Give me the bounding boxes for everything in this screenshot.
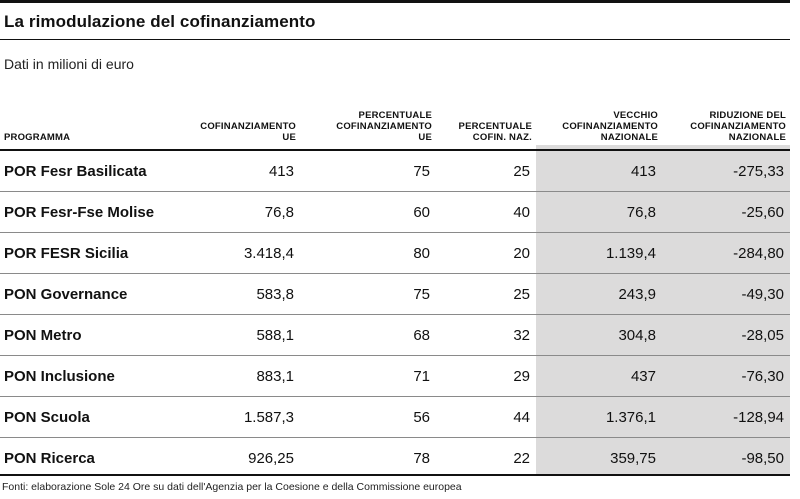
value-cell: 78 — [413, 449, 430, 467]
value-cell: 1.376,1 — [536, 396, 662, 438]
value-cell: 413 — [536, 150, 662, 192]
table-row: POR Fesr-Fse Molise 76,8 60 40 76,8 -25,60 — [0, 191, 790, 233]
header-line: COFINANZIAMENTO — [690, 121, 786, 132]
value-cell: 588,1 — [170, 314, 300, 356]
value-cell: 75 — [300, 273, 436, 315]
program-name-cell: PON Governance — [0, 273, 170, 315]
value-cell: -28,05 — [662, 314, 790, 356]
value-cell: 883,1 — [170, 355, 300, 397]
program-name-cell: POR Fesr Basilicata — [0, 150, 170, 192]
value-cell: 75 — [300, 150, 436, 192]
program-name-cell: PON Scuola — [0, 396, 170, 438]
header-line: UE — [282, 132, 296, 143]
bottom-rule — [0, 474, 790, 476]
header-line: COFINANZIAMENTO — [562, 121, 658, 132]
value-cell: 76,8 — [536, 191, 662, 233]
table-row: PON Ricerca 926,25 78 22 359,75 -98,50 — [0, 438, 790, 479]
value-cell: -128,94 — [662, 396, 790, 438]
table-row: PON Scuola 1.587,3 56 44 1.376,1 -128,94 — [0, 396, 790, 438]
page-title: La rimodulazione del cofinanziamento — [4, 12, 316, 31]
header-line: COFIN. NAZ. — [472, 132, 532, 143]
value-cell: -284,80 — [662, 232, 790, 274]
value-cell: 22 — [513, 449, 530, 467]
header-line: PROGRAMMA — [4, 132, 71, 143]
header-cofin-ue: COFINANZIAMENTO UE — [170, 92, 300, 151]
value-cell: 1.139,4 — [536, 232, 662, 274]
value-cell: 437 — [536, 355, 662, 397]
value-cell: 359,75 — [610, 449, 656, 467]
header-programma: PROGRAMMA — [0, 92, 170, 151]
value-cell: 76,8 — [170, 191, 300, 233]
table-row: PON Inclusione 883,1 71 29 437 -76,30 — [0, 355, 790, 397]
program-name-cell: POR FESR Sicilia — [0, 232, 170, 274]
value-cell: 25 — [436, 273, 536, 315]
header-line: PERCENTUALE — [358, 110, 432, 121]
value-cell: 926,25 — [248, 449, 294, 467]
program-name-cell: PON Metro — [0, 314, 170, 356]
value-cell: 25 — [436, 150, 536, 192]
header-line: VECCHIO — [613, 110, 658, 121]
table-row: PON Metro 588,1 68 32 304,8 -28,05 — [0, 314, 790, 356]
header-line: NAZIONALE — [600, 132, 658, 143]
value-cell: 304,8 — [536, 314, 662, 356]
header-perc-cofin-naz: PERCENTUALE COFIN. NAZ. — [436, 92, 536, 151]
value-cell: 32 — [436, 314, 536, 356]
value-cell: 56 — [300, 396, 436, 438]
value-cell: 71 — [300, 355, 436, 397]
program-name-cell: PON Inclusione — [0, 355, 170, 397]
table-header-row: PROGRAMMA COFINANZIAMENTO UE PERCENTUALE COF… — [0, 92, 790, 151]
header-perc-cofin-ue: PERCENTUALE COFINANZIAMENTO UE — [300, 92, 436, 151]
value-cell: -49,30 — [662, 273, 790, 315]
value-cell: -98,50 — [741, 449, 784, 467]
header-line: NAZIONALE — [728, 132, 786, 143]
value-cell: 29 — [436, 355, 536, 397]
value-cell: 44 — [436, 396, 536, 438]
table-row: PON Governance 583,8 75 25 243,9 -49,30 — [0, 273, 790, 315]
value-cell: 3.418,4 — [170, 232, 300, 274]
header-line: UE — [418, 132, 432, 143]
value-cell: 80 — [300, 232, 436, 274]
value-cell: 60 — [300, 191, 436, 233]
program-name-cell: PON Ricerca — [4, 449, 95, 467]
table-row: POR FESR Sicilia 3.418,4 80 20 1.139,4 -284,8… — [0, 232, 790, 274]
value-cell: 583,8 — [170, 273, 300, 315]
value-cell: 40 — [436, 191, 536, 233]
value-cell: -25,60 — [662, 191, 790, 233]
header-line: RIDUZIONE DEL — [709, 110, 786, 121]
table-body: POR Fesr Basilicata 413 75 25 413 -275,33 POR … — [0, 150, 790, 478]
title-bar: La rimodulazione del cofinanziamento — [0, 0, 790, 40]
source-note: Fonti: elaborazione Sole 24 Ore su dati … — [2, 481, 462, 493]
value-cell: 413 — [170, 150, 300, 192]
value-cell: 1.587,3 — [170, 396, 300, 438]
header-line: COFINANZIAMENTO — [200, 121, 296, 132]
value-cell: 68 — [300, 314, 436, 356]
header-line: COFINANZIAMENTO — [336, 121, 432, 132]
subtitle: Dati in milioni di euro — [4, 56, 134, 72]
value-cell: 20 — [436, 232, 536, 274]
cofinancing-table: PROGRAMMA COFINANZIAMENTO UE PERCENTUALE COF… — [0, 92, 790, 478]
value-cell: -275,33 — [662, 150, 790, 192]
header-vecchio-cofin-naz: VECCHIO COFINANZIAMENTO NAZIONALE — [536, 92, 662, 151]
table-row: POR Fesr Basilicata 413 75 25 413 -275,33 — [0, 150, 790, 192]
value-cell: 243,9 — [536, 273, 662, 315]
header-line: PERCENTUALE — [458, 121, 532, 132]
program-name-cell: POR Fesr-Fse Molise — [0, 191, 170, 233]
header-riduzione-cofin-naz: RIDUZIONE DEL COFINANZIAMENTO NAZIONALE — [662, 92, 790, 151]
value-cell: -76,30 — [662, 355, 790, 397]
